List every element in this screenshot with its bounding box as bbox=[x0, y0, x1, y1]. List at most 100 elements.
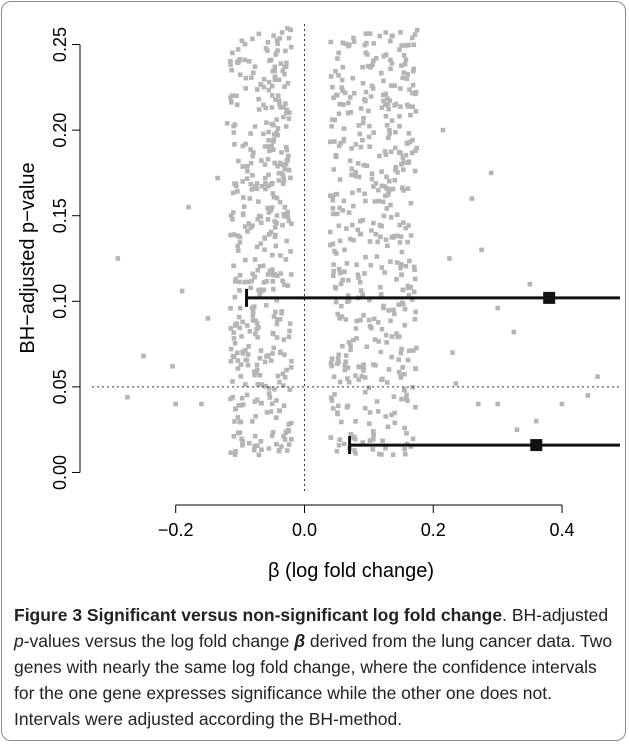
data-point bbox=[377, 33, 382, 39]
data-point bbox=[374, 399, 380, 404]
data-point bbox=[247, 329, 253, 334]
data-point bbox=[410, 436, 416, 442]
data-point bbox=[259, 220, 264, 225]
data-point bbox=[233, 406, 238, 412]
data-point bbox=[240, 319, 245, 325]
data-point bbox=[288, 272, 294, 277]
data-point bbox=[228, 232, 233, 238]
data-point bbox=[411, 289, 417, 295]
data-point bbox=[340, 88, 345, 94]
data-point bbox=[336, 143, 342, 149]
data-point bbox=[274, 297, 280, 303]
data-point bbox=[288, 249, 293, 254]
data-point bbox=[330, 406, 336, 411]
data-point bbox=[279, 162, 285, 167]
data-point bbox=[363, 389, 368, 395]
data-point bbox=[328, 74, 334, 79]
data-point bbox=[259, 158, 264, 163]
data-point bbox=[405, 357, 411, 363]
data-point bbox=[402, 306, 408, 312]
data-point bbox=[378, 349, 384, 355]
data-point bbox=[363, 50, 369, 55]
data-point bbox=[360, 217, 366, 223]
data-point bbox=[284, 60, 289, 66]
data-point bbox=[333, 153, 338, 158]
data-point bbox=[414, 145, 420, 151]
data-point bbox=[245, 279, 251, 285]
data-point bbox=[381, 213, 387, 219]
data-point bbox=[276, 98, 282, 103]
data-point bbox=[350, 338, 356, 343]
data-point bbox=[398, 262, 404, 267]
data-point bbox=[284, 238, 289, 244]
data-point bbox=[406, 292, 412, 298]
data-point bbox=[276, 448, 282, 454]
data-point bbox=[235, 47, 241, 52]
data-point bbox=[358, 106, 364, 111]
data-point bbox=[285, 427, 291, 433]
data-point bbox=[215, 175, 220, 181]
data-point bbox=[237, 234, 243, 240]
data-point bbox=[275, 163, 280, 169]
x-tick-label: 0.0 bbox=[292, 520, 317, 540]
data-point bbox=[349, 172, 354, 178]
y-tick-label: 0.10 bbox=[50, 284, 70, 319]
data-point bbox=[355, 272, 361, 278]
data-point bbox=[238, 362, 244, 367]
data-point bbox=[274, 130, 279, 135]
data-point bbox=[255, 382, 261, 387]
data-point bbox=[379, 326, 385, 332]
data-point bbox=[240, 402, 246, 407]
data-point bbox=[409, 297, 415, 302]
data-point bbox=[257, 373, 263, 378]
data-point bbox=[277, 102, 282, 107]
data-point bbox=[330, 193, 336, 198]
data-point bbox=[249, 75, 254, 80]
data-point bbox=[330, 241, 336, 247]
data-point bbox=[347, 42, 352, 47]
data-point bbox=[388, 202, 393, 208]
data-point bbox=[235, 366, 241, 371]
data-point bbox=[346, 100, 351, 106]
data-point bbox=[399, 43, 404, 48]
data-point bbox=[269, 433, 275, 439]
data-point bbox=[273, 309, 278, 315]
data-point bbox=[389, 61, 395, 66]
data-point bbox=[338, 281, 344, 287]
data-point bbox=[392, 410, 397, 416]
data-point bbox=[336, 73, 341, 78]
data-point bbox=[235, 243, 240, 249]
data-point bbox=[252, 274, 257, 279]
data-point bbox=[375, 409, 381, 414]
data-point bbox=[279, 150, 284, 155]
data-point bbox=[367, 144, 372, 149]
data-point bbox=[235, 350, 240, 356]
data-point bbox=[337, 177, 343, 182]
data-point bbox=[385, 243, 390, 249]
data-point bbox=[373, 56, 379, 61]
data-point bbox=[376, 187, 381, 193]
data-point bbox=[287, 110, 292, 115]
data-point bbox=[233, 449, 238, 454]
data-point bbox=[348, 343, 353, 348]
data-point bbox=[281, 337, 287, 342]
data-point bbox=[250, 36, 255, 42]
data-point bbox=[240, 143, 246, 149]
data-point bbox=[402, 371, 407, 377]
data-point bbox=[361, 368, 366, 373]
data-point bbox=[385, 424, 391, 430]
data-point bbox=[249, 187, 255, 192]
data-point bbox=[238, 419, 244, 425]
data-point bbox=[252, 372, 257, 378]
data-point bbox=[361, 364, 366, 370]
data-point bbox=[280, 173, 286, 179]
data-point bbox=[353, 142, 358, 147]
data-point bbox=[271, 147, 276, 153]
data-point bbox=[261, 102, 266, 108]
data-point bbox=[277, 317, 283, 322]
data-point bbox=[228, 450, 233, 455]
data-point bbox=[251, 447, 257, 453]
data-point bbox=[262, 236, 268, 241]
data-point bbox=[283, 257, 289, 262]
data-point bbox=[411, 42, 417, 48]
